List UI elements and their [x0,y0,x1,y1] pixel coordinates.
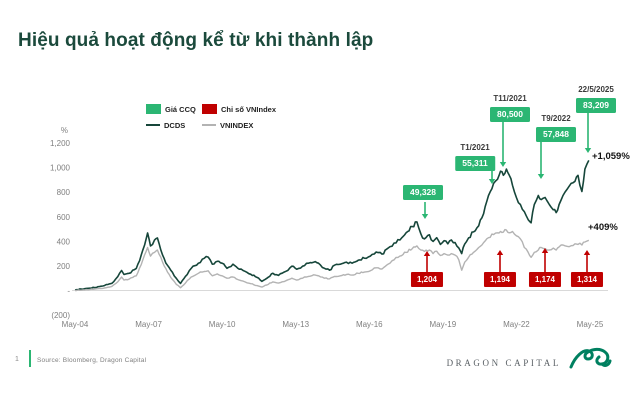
price-flag-arrow-head [421,214,429,219]
x-tick-label: May-10 [209,320,236,329]
index-flag-value: 1,204 [410,272,444,287]
legend-item: Giá CCQ [146,104,202,114]
price-flag-date: T9/2022 [541,114,571,123]
price-flag-arrow-head [499,162,507,167]
x-tick-label: May-16 [356,320,383,329]
price-flag-arrow-head [584,148,592,153]
index-flag-arrow-head [541,248,549,253]
source-note: Source: Bloomberg, Dragon Capital [37,357,147,364]
logo-text: DRAGON CAPITAL [446,358,561,368]
legend-label: VNINDEX [220,120,254,130]
series-end-label: +409% [588,222,618,233]
x-tick-label: May-04 [62,320,89,329]
legend-swatch-square [202,104,217,114]
price-flag-date: 22/5/2025 [578,85,614,94]
chart-legend: Giá CCQ Chỉ số VNIndex DCDS VNINDEX [146,101,276,133]
y-tick-label: 1,000 [50,164,71,173]
series-vnindex [75,228,590,292]
legend-label: Giá CCQ [165,104,196,114]
price-flag-value: 57,848 [536,127,576,142]
price-flag-value: 55,311 [455,156,495,171]
y-tick-label: 600 [57,213,71,222]
legend-label: Chỉ số VNIndex [221,104,277,114]
index-flag-arrow-head [423,251,431,256]
x-tick-label: May-19 [430,320,457,329]
y-tick-label: 400 [57,237,71,246]
x-tick-label: May-07 [135,320,162,329]
legend-item: DCDS [146,121,202,130]
x-tick-label: May-22 [503,320,530,329]
dragon-capital-logo: DRAGON CAPITAL [447,344,612,374]
index-flag-value: 1,194 [483,272,517,287]
series-end-label: +1,059% [592,151,630,162]
legend-swatch-square [146,104,161,114]
x-tick-label: May-25 [577,320,604,329]
y-tick-label: - [67,287,70,296]
index-flag-value: 1,314 [570,272,604,287]
y-axis-unit-label: % [61,126,68,135]
legend-label: DCDS [164,120,186,130]
page-title: Hiệu quả hoạt động kể từ khi thành lập [18,30,374,51]
y-tick-label: 200 [57,262,71,271]
price-flag-arrow-head [488,179,496,184]
y-tick-label: 800 [57,188,71,197]
legend-item: VNINDEX [202,121,253,130]
price-flag-date: T11/2021 [493,94,527,103]
legend-swatch-line [146,124,160,126]
price-flag-date: T1/2021 [460,143,490,152]
series-dcds [74,160,590,291]
legend-row: Giá CCQ Chỉ số VNIndex [146,101,276,117]
index-flag-value: 1,174 [528,272,562,287]
y-tick-label: (200) [51,311,70,320]
dragon-icon [569,347,612,369]
legend-row: DCDS VNINDEX [146,117,276,133]
legend-swatch-line [202,124,216,126]
page-number: 1 [15,356,19,363]
price-flag-value: 83,209 [576,98,616,113]
legend-item: Chỉ số VNIndex [202,104,276,114]
price-flag-value: 49,328 [403,185,443,200]
y-tick-label: 1,200 [50,139,71,148]
index-flag-arrow-head [583,250,591,255]
price-flag-value: 80,500 [490,107,530,122]
x-tick-label: May-13 [282,320,309,329]
index-flag-arrow-head [496,250,504,255]
footer-accent-bar [29,350,31,367]
price-flag-arrow-head [537,174,545,179]
